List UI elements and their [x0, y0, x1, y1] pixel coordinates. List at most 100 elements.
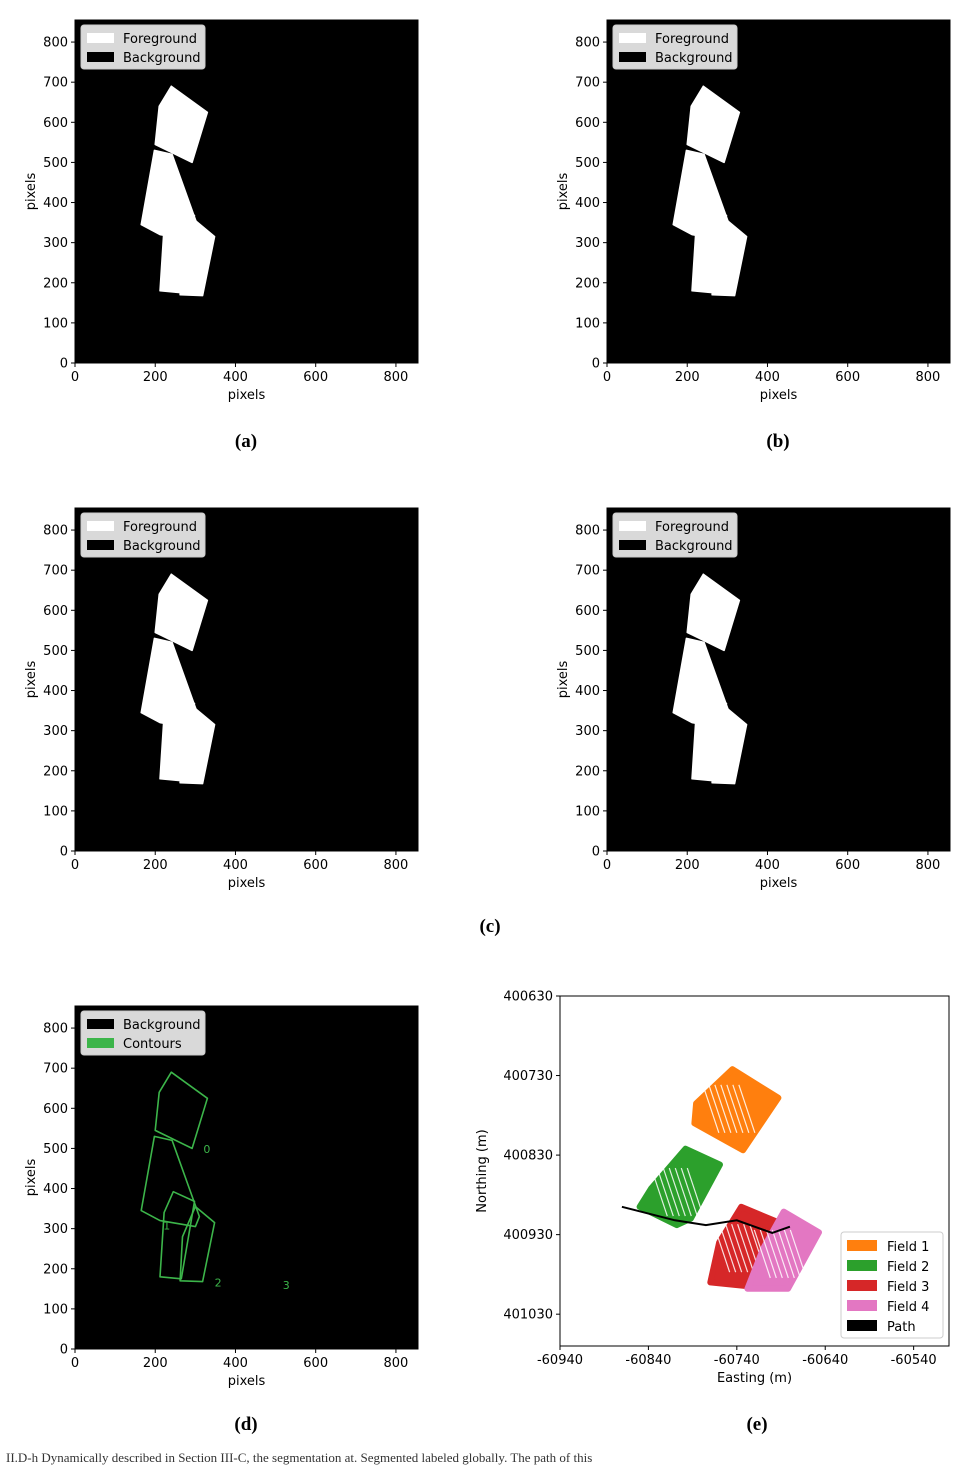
x-tick-label-3: 600 [303, 858, 328, 873]
y-axis-label: pixels [556, 661, 571, 699]
x-tick-label-3: 600 [303, 1356, 328, 1371]
x-tick-label-2: -60740 [714, 1353, 760, 1368]
panel-b: 0 200 400 600 800 0 100 200 300 400 500 600 700 800 pi… [556, 19, 951, 403]
y-tick-label-1: 100 [43, 1302, 68, 1317]
x-tick-label-0: 0 [603, 858, 611, 873]
y-tick-label-1: 100 [43, 804, 68, 819]
y-tick-label-5: 500 [43, 1142, 68, 1157]
legend-swatch-1 [87, 1038, 114, 1048]
y-tick-label-5: 500 [43, 156, 68, 171]
panel-c2: 0 200 400 600 800 0 100 200 300 400 500 600 700 800 pi… [556, 507, 951, 891]
legend-swatch-1 [847, 1260, 877, 1271]
x-tick-label-2: 400 [223, 858, 248, 873]
y-tick-label-1: 400730 [503, 1069, 553, 1084]
y-tick-label-2: 200 [575, 276, 600, 291]
y-tick-label-0: 0 [60, 845, 68, 860]
contour-label-0: 0 [203, 1143, 210, 1156]
legend-label-1: Background [655, 51, 733, 66]
contour-label-2: 2 [215, 1276, 222, 1289]
field-contour-1 [140, 1135, 201, 1228]
y-tick-label-3: 300 [43, 236, 68, 251]
plot-frame [606, 507, 951, 852]
y-tick-label-6: 600 [43, 116, 68, 131]
plot-frame [559, 995, 950, 1347]
y-tick-label-3: 400930 [503, 1228, 553, 1243]
caption-b: (b) [766, 431, 789, 452]
y-tick-label-1: 100 [575, 316, 600, 331]
plot-frame [606, 19, 951, 364]
x-tick-label-4: 800 [384, 370, 409, 385]
series-2-swath [719, 1223, 737, 1273]
x-tick-label-3: -60640 [802, 1353, 848, 1368]
y-tick-label-7: 700 [575, 76, 600, 91]
x-tick-label-4: 800 [916, 858, 941, 873]
series-0-swath [732, 1084, 750, 1133]
y-axis-label: pixels [556, 173, 571, 211]
series-3-swath [789, 1229, 807, 1279]
x-tick-label-0: 0 [71, 1356, 79, 1371]
series-3-swath [777, 1229, 795, 1279]
series-2-swath [737, 1223, 755, 1273]
series-0-swath [714, 1084, 732, 1133]
legend-label-4: Path [887, 1320, 916, 1335]
x-tick-label-0: 0 [71, 858, 79, 873]
legend-swatch-0 [847, 1240, 877, 1251]
y-tick-label-6: 600 [43, 604, 68, 619]
y-tick-label-3: 300 [575, 236, 600, 251]
panel-c1: 0 200 400 600 800 0 100 200 300 400 500 600 700 800 pi… [24, 507, 419, 891]
legend-swatch-0 [87, 1019, 114, 1029]
plot-background [607, 20, 950, 363]
series-2-swath [713, 1223, 731, 1273]
plot-frame [74, 19, 419, 364]
field-mask-1 [686, 573, 741, 652]
y-tick-label-4: 400 [575, 196, 600, 211]
series-0-swath [738, 1084, 756, 1133]
y-tick-label-6: 600 [43, 1102, 68, 1117]
x-tick-label-2: 400 [755, 370, 780, 385]
x-axis-label: pixels [760, 388, 798, 403]
panel-d: 0 1 2 3 0 200 400 600 800 0 100 200 300 400 500 600 700 8… [24, 1005, 419, 1389]
y-tick-label-4: 401030 [503, 1308, 553, 1323]
y-tick-label-2: 200 [575, 764, 600, 779]
x-tick-label-3: 600 [835, 858, 860, 873]
series-1-swath [674, 1167, 692, 1217]
legend-swatch-1 [619, 540, 646, 550]
series-0-swath [726, 1084, 744, 1133]
y-tick-label-1: 100 [43, 316, 68, 331]
legend-swatch-1 [619, 52, 646, 62]
series-0-swath [708, 1084, 726, 1133]
legend-swatch-4 [847, 1320, 877, 1331]
y-axis-label: pixels [24, 173, 39, 211]
y-tick-label-3: 300 [575, 724, 600, 739]
legend-swatch-0 [87, 33, 114, 43]
y-tick-label-2: 200 [43, 764, 68, 779]
y-tick-label-0: 0 [592, 845, 600, 860]
series-1-swath [662, 1167, 680, 1217]
plot-background [607, 508, 950, 851]
legend-label-0: Foreground [655, 520, 729, 535]
legend-swatch-0 [87, 521, 114, 531]
field-mask-2 [159, 204, 196, 294]
y-axis-label: pixels [24, 1159, 39, 1197]
y-tick-label-8: 800 [43, 1022, 68, 1037]
legend-box [840, 1231, 944, 1339]
caption-e: (e) [746, 1414, 767, 1435]
legend-swatch-1 [87, 540, 114, 550]
field-mask-2 [691, 204, 728, 294]
series-1-swath [686, 1167, 704, 1217]
series-path-line [621, 1205, 791, 1235]
x-axis-label: pixels [760, 876, 798, 891]
field-mask-3 [711, 707, 748, 785]
x-tick-label-4: 800 [384, 1356, 409, 1371]
legend-label-0: Foreground [655, 32, 729, 47]
field-mask-3 [711, 219, 748, 297]
x-tick-label-0: 0 [603, 370, 611, 385]
series-1-swath [656, 1167, 674, 1217]
x-tick-label-3: 600 [835, 370, 860, 385]
x-tick-label-3: 600 [303, 370, 328, 385]
x-tick-label-1: 200 [675, 858, 700, 873]
field-mask-2 [691, 692, 728, 782]
y-tick-label-4: 400 [575, 684, 600, 699]
y-tick-label-8: 800 [575, 36, 600, 51]
x-tick-label-1: 200 [143, 1356, 168, 1371]
